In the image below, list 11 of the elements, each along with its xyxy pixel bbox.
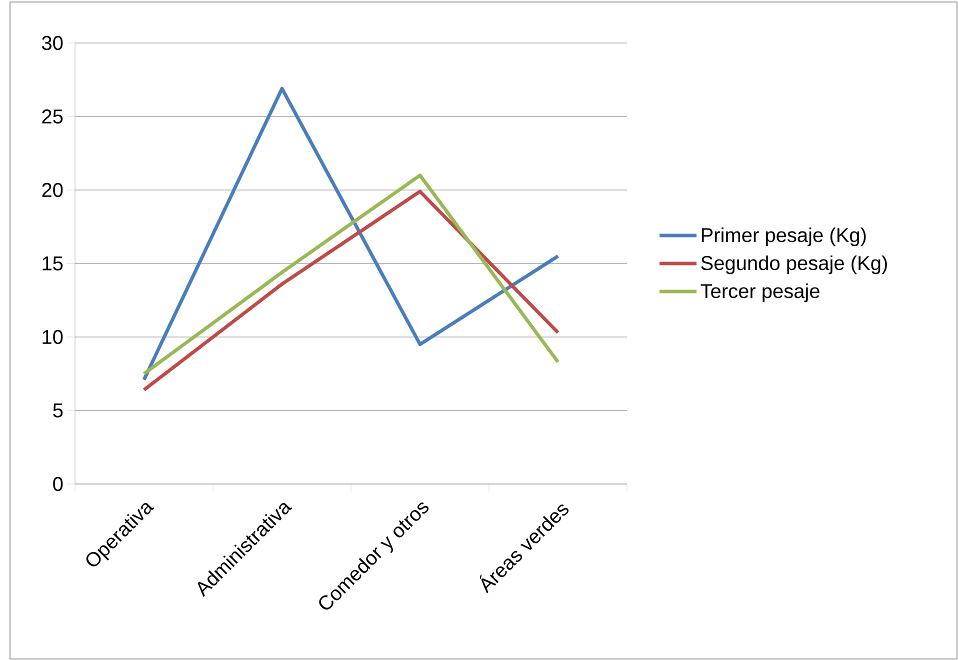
legend-label: Segundo pesaje (Kg) <box>701 255 887 274</box>
y-tick-label: 30 <box>42 36 63 50</box>
y-tick-label: 5 <box>53 404 63 418</box>
y-tick-label: 10 <box>42 330 63 344</box>
y-tick-label: 15 <box>42 256 63 270</box>
y-tick-label: 25 <box>42 109 63 124</box>
line-series <box>142 86 560 382</box>
y-tick-label: 20 <box>42 182 63 198</box>
y-tick-label: 0 <box>53 476 63 492</box>
legend-label: Primer pesaje (Kg) <box>702 228 866 246</box>
legend-label: Tercer pesaje <box>700 283 820 302</box>
